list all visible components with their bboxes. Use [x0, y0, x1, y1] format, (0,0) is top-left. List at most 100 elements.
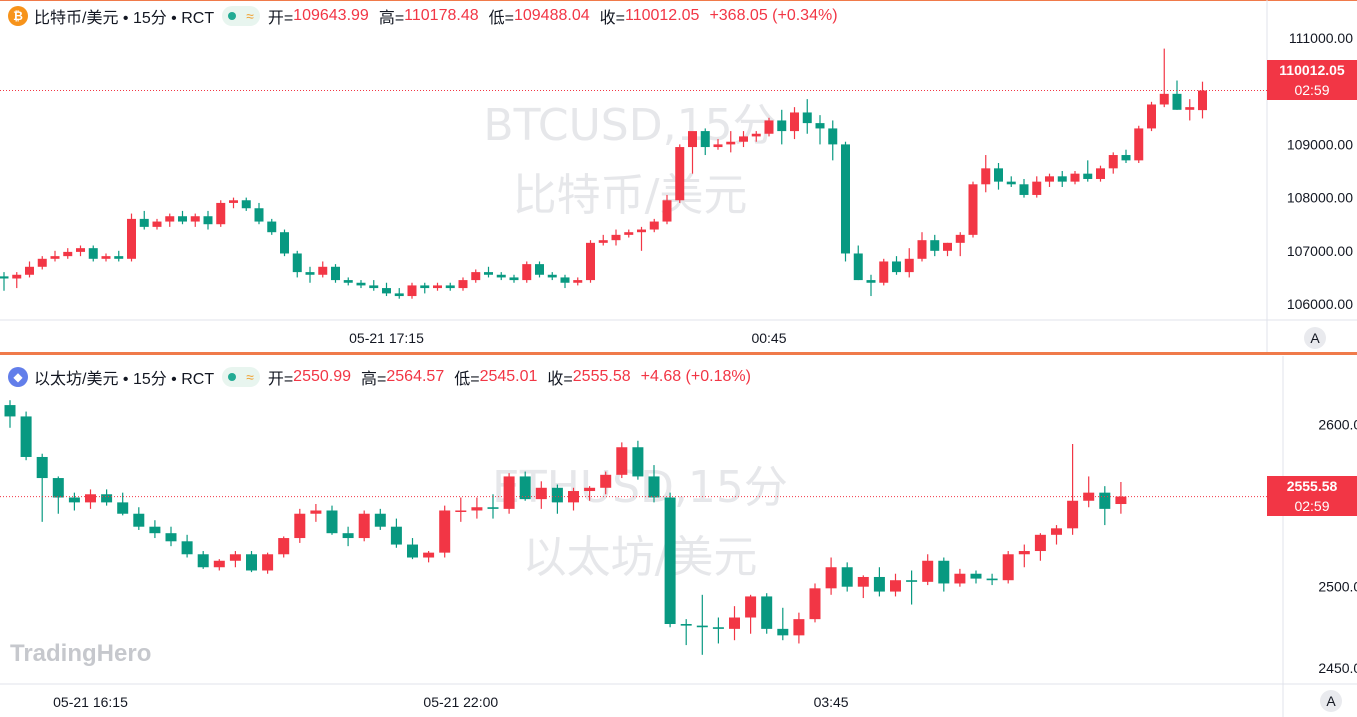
btc-chart-pane[interactable]: BTCUSD,15分 比特币/美元 111000.00 109000.00 108000…	[0, 0, 1357, 352]
x-tick-label: 05-21 22:00	[423, 694, 498, 710]
ethereum-icon: ◆	[8, 367, 28, 387]
candle	[616, 442, 628, 479]
btc-status-pill[interactable]: ≈	[222, 6, 260, 26]
candle	[815, 115, 825, 145]
candle-body	[241, 200, 251, 209]
candle-body	[318, 266, 328, 275]
candle	[318, 261, 328, 278]
candle-body	[761, 596, 773, 629]
candle-body	[390, 526, 402, 545]
candle	[809, 583, 821, 623]
candle-body	[420, 285, 430, 289]
candle-body	[190, 216, 200, 222]
candle-body	[600, 474, 612, 488]
candle	[280, 229, 289, 257]
candle-body	[943, 242, 952, 251]
candle-body	[292, 253, 302, 273]
candle	[254, 202, 264, 225]
candle	[761, 593, 773, 634]
eth-status-pill[interactable]: ≈	[222, 367, 260, 387]
candle	[101, 489, 113, 506]
candle	[63, 248, 73, 259]
candle-body	[68, 497, 80, 503]
eth-symbol-title[interactable]: 以太坊/美元 • 15分 • RCT	[34, 371, 215, 388]
candle-body	[751, 133, 761, 137]
btc-legend: ₿ 比特币/美元 • 15分 • RCT ≈ 开= 109643.99 高= 110…	[8, 5, 838, 27]
candle	[968, 181, 978, 238]
candle-body	[139, 218, 149, 227]
candle-body	[101, 256, 111, 259]
btc-open-label: 开=	[267, 10, 294, 27]
candle-body	[917, 240, 927, 259]
candle-body	[294, 513, 306, 539]
candle	[624, 229, 634, 238]
candle	[662, 194, 672, 225]
candle	[970, 570, 982, 584]
candle	[1034, 533, 1046, 561]
candle-body	[1019, 184, 1029, 195]
candle	[423, 551, 435, 563]
candle	[165, 526, 177, 547]
candle	[358, 510, 370, 542]
candle	[917, 232, 927, 262]
candle-body	[407, 285, 417, 297]
candle	[777, 607, 789, 641]
eth-last-price: 2555.58	[1286, 478, 1338, 494]
candle	[241, 197, 251, 211]
candle	[573, 277, 583, 286]
candle	[764, 117, 774, 137]
btc-symbol-title[interactable]: 比特币/美元 • 15分 • RCT	[34, 10, 215, 27]
btc-chart-canvas[interactable]: BTCUSD,15分比特币/美元111000.00109000.00108000…	[0, 0, 1357, 352]
y-tick-label: 109000.00	[1287, 136, 1353, 152]
candle	[981, 155, 991, 193]
market-open-dot-icon	[228, 12, 237, 20]
candle	[535, 481, 547, 509]
eth-chart-canvas[interactable]: ETHUSD,15分以太坊/美元2600.002500.002450.0005-…	[0, 356, 1357, 717]
candle-body	[1067, 500, 1079, 529]
btc-close-label: 收=	[599, 10, 625, 27]
candle-body	[471, 507, 483, 511]
candle	[394, 288, 404, 299]
candle-body	[0, 276, 9, 279]
candle-body	[954, 573, 966, 584]
candle-body	[455, 510, 467, 512]
candle	[292, 250, 302, 278]
symbol-watermark: 以太坊/美元	[523, 532, 758, 583]
candle-body	[203, 216, 213, 225]
eth-auto-scale-button[interactable]: A	[1320, 690, 1342, 712]
btc-low-value: 109488.04	[513, 7, 590, 24]
candle-body	[1057, 176, 1067, 182]
candle-body	[63, 251, 73, 257]
eth-chart-pane[interactable]: ETHUSD,15分以太坊/美元2600.002500.002450.0005-…	[0, 356, 1357, 717]
candle-body	[584, 487, 596, 492]
candle	[729, 606, 740, 641]
candle-body	[52, 478, 64, 498]
candle-body	[828, 128, 838, 145]
candle-body	[369, 285, 379, 289]
candle-body	[764, 120, 774, 134]
candle-body	[326, 510, 338, 534]
candle-body	[229, 200, 238, 203]
btc-open-value: 109643.99	[293, 7, 369, 24]
candle	[407, 282, 417, 299]
candle	[190, 213, 200, 227]
pane-separator[interactable]	[0, 352, 1357, 355]
candle	[458, 277, 468, 291]
candle-body	[857, 576, 869, 587]
candle-body	[696, 625, 708, 628]
candle	[343, 277, 353, 286]
candle-body	[777, 120, 787, 132]
btc-auto-scale-button[interactable]: A	[1304, 327, 1326, 349]
tradinghero-logo: TradingHero	[10, 640, 152, 667]
candle	[152, 218, 162, 230]
candle-body	[662, 200, 672, 222]
candle	[547, 272, 557, 281]
candle	[52, 476, 64, 514]
candle	[439, 505, 451, 558]
candle	[20, 411, 32, 461]
candle	[0, 272, 9, 291]
candle	[1067, 444, 1079, 535]
candle	[1198, 81, 1207, 119]
candle-body	[374, 513, 386, 527]
candle	[745, 594, 757, 634]
